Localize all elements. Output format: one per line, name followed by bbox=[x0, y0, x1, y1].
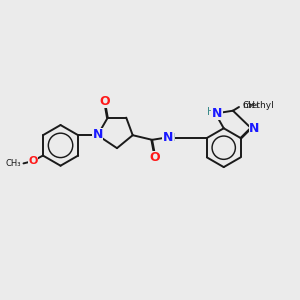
Text: N: N bbox=[249, 122, 260, 135]
Text: methyl: methyl bbox=[242, 101, 274, 110]
Text: N: N bbox=[212, 106, 222, 119]
Text: N: N bbox=[92, 128, 103, 141]
Text: H: H bbox=[207, 107, 215, 117]
Text: N: N bbox=[163, 131, 173, 144]
Text: CH₃: CH₃ bbox=[5, 159, 21, 168]
Text: O: O bbox=[150, 152, 160, 164]
Text: H: H bbox=[167, 133, 175, 142]
Text: O: O bbox=[28, 156, 38, 166]
Text: CH₃: CH₃ bbox=[242, 101, 259, 110]
Text: O: O bbox=[100, 95, 110, 108]
